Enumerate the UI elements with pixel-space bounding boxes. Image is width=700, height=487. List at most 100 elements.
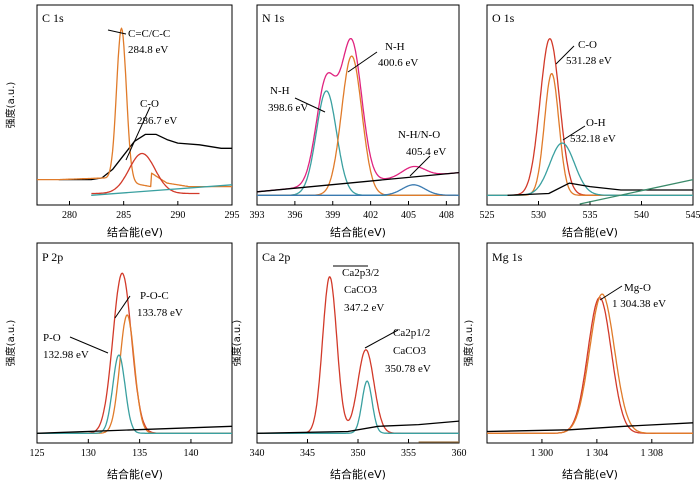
annotation-arrow: [562, 125, 586, 141]
series-group: [256, 276, 460, 443]
x-axis-label: 结合能(eV): [562, 225, 618, 239]
annotation-value: 132.98 eV: [43, 349, 89, 361]
panel-title: O 1s: [492, 11, 515, 25]
annotation-arrow: [364, 329, 399, 349]
annotation-value: 531.28 eV: [566, 55, 612, 67]
series-group: [256, 37, 460, 196]
tick-labels: 393 396 399 402 405 408: [250, 201, 454, 221]
annotation-callout-0: Mg-O 1 304.38 eV: [599, 282, 666, 310]
panel-title: C 1s: [42, 11, 64, 25]
annotation-label: P-O: [43, 332, 61, 344]
annotation-label: C=C/C-C: [128, 28, 170, 40]
x-tick-label: 1 300: [531, 448, 554, 459]
series-line-1: [37, 314, 232, 434]
x-tick-label: 405: [401, 210, 416, 221]
tick-labels: 280 285 290 295: [62, 201, 240, 221]
x-tick-label: 399: [325, 210, 340, 221]
series-line-3: [36, 425, 233, 434]
x-tick-label: 540: [634, 210, 649, 221]
annotation-arrow: [294, 97, 326, 113]
annotation-arrow: [409, 155, 431, 177]
x-tick-label: 345: [300, 448, 315, 459]
annotation-value: 286.7 eV: [137, 115, 177, 127]
annotation-value: 405.4 eV: [406, 146, 446, 158]
y-axis-label: 强度(a.u.): [462, 320, 475, 367]
annotation-value: 532.18 eV: [570, 133, 616, 145]
annotation-value: 347.2 eV: [344, 302, 384, 314]
annotation-callout-1: Ca2p1/2 CaCO3 350.78 eV: [364, 327, 431, 375]
series-group: [487, 38, 694, 205]
series-line-1: [487, 293, 693, 434]
series-line-3: [91, 184, 233, 196]
annotation-label: N-H/N-O: [398, 129, 440, 141]
series-line-2: [486, 422, 694, 433]
annotation-callout-1: O-H 532.18 eV: [562, 117, 616, 145]
x-tick-label: 1 304: [586, 448, 609, 459]
x-tick-label: 408: [439, 210, 454, 221]
x-tick-label: 525: [480, 210, 495, 221]
x-tick-label: 535: [583, 210, 598, 221]
x-tick-label: 140: [183, 448, 198, 459]
annotation-label: P-O-C: [140, 290, 169, 302]
series-line-0: [256, 37, 460, 193]
series-line-0: [487, 296, 693, 434]
annotation-callout-0: Ca2p3/2 CaCO3 347.2 eV: [333, 265, 384, 314]
series-line-4: [256, 171, 460, 193]
series-group: [36, 272, 233, 434]
x-tick-label: 530: [531, 210, 546, 221]
x-tick-label: 545: [686, 210, 700, 221]
x-tick-label: 402: [363, 210, 378, 221]
tick-labels: 125 130 135 140: [30, 439, 198, 459]
tick-labels: 1 300 1 304 1 308: [531, 439, 663, 459]
series-line-3: [507, 182, 693, 196]
series-line-2: [487, 142, 693, 196]
x-axis-label: 结合能(eV): [330, 225, 386, 239]
annotation-arrow: [107, 29, 127, 35]
series-line-2: [256, 420, 460, 434]
annotation-value: 350.78 eV: [385, 363, 431, 375]
annotation-value: 133.78 eV: [137, 307, 183, 319]
y-axis-label: 强度(a.u.): [230, 320, 243, 367]
series-line-2: [91, 152, 200, 195]
x-axis-label: 结合能(eV): [330, 467, 386, 481]
x-tick-label: 340: [250, 448, 265, 459]
annotation-label: C-O: [140, 98, 159, 110]
annotation-label: N-H: [385, 41, 405, 53]
annotation-label: Ca2p1/2: [393, 327, 430, 339]
x-tick-label: 125: [30, 448, 45, 459]
annotation-value: 400.6 eV: [378, 57, 418, 69]
x-tick-label: 280: [62, 210, 77, 221]
panel-o1s: O 1s 结合能(eV) 525 530 535 540 545 C-O 531.28 …: [480, 4, 700, 239]
x-tick-label: 350: [351, 448, 366, 459]
annotation-callout-1: N-H 400.6 eV: [347, 41, 418, 73]
annotation-callout-0: C=C/C-C 284.8 eV: [107, 28, 170, 56]
annotation-callout-1: P-O 132.98 eV: [43, 332, 109, 361]
series-line-1: [257, 380, 459, 434]
annotation-arrow: [347, 51, 378, 73]
x-axis-label: 结合能(eV): [107, 225, 163, 239]
annotation-value: 284.8 eV: [128, 44, 168, 56]
plot-frame: [486, 4, 694, 206]
annotation-arrow: [599, 285, 623, 301]
annotation-arrow: [69, 336, 109, 354]
annotation-callout-1: C-O 286.7 eV: [125, 98, 177, 161]
y-axis-label: 强度(a.u.): [4, 320, 17, 367]
panel-c1s: C 1s 强度(a.u.) 结合能(eV) 280 285 290 295 C=C/C…: [4, 4, 240, 239]
x-tick-label: 360: [452, 448, 467, 459]
tick-labels: 525 530 535 540 545: [480, 201, 700, 221]
plot-frame: [36, 242, 233, 444]
x-tick-label: 393: [250, 210, 265, 221]
panel-ca2p: Ca 2p 强度(a.u.) 结合能(eV) 340 345 350 355 360 C…: [230, 242, 467, 481]
panel-mg1s: Mg 1s 强度(a.u.) 结合能(eV) 1 300 1 304 1 308 M…: [462, 242, 694, 481]
panel-title: N 1s: [262, 11, 285, 25]
annotation-label: Ca2p3/2: [342, 267, 379, 279]
x-tick-label: 285: [116, 210, 131, 221]
x-tick-label: 295: [225, 210, 240, 221]
x-tick-label: 355: [401, 448, 416, 459]
panel-p2p: P 2p 强度(a.u.) 结合能(eV) 125 130 135 140 P-O-C…: [4, 242, 233, 481]
annotation-callout-0: N-H 398.6 eV: [268, 85, 326, 114]
panel-title: Mg 1s: [492, 250, 523, 264]
panel-n1s: N 1s 结合能(eV) 393 396 399 402 405 408 N-H 398.…: [250, 4, 460, 239]
panel-title: P 2p: [42, 250, 63, 264]
